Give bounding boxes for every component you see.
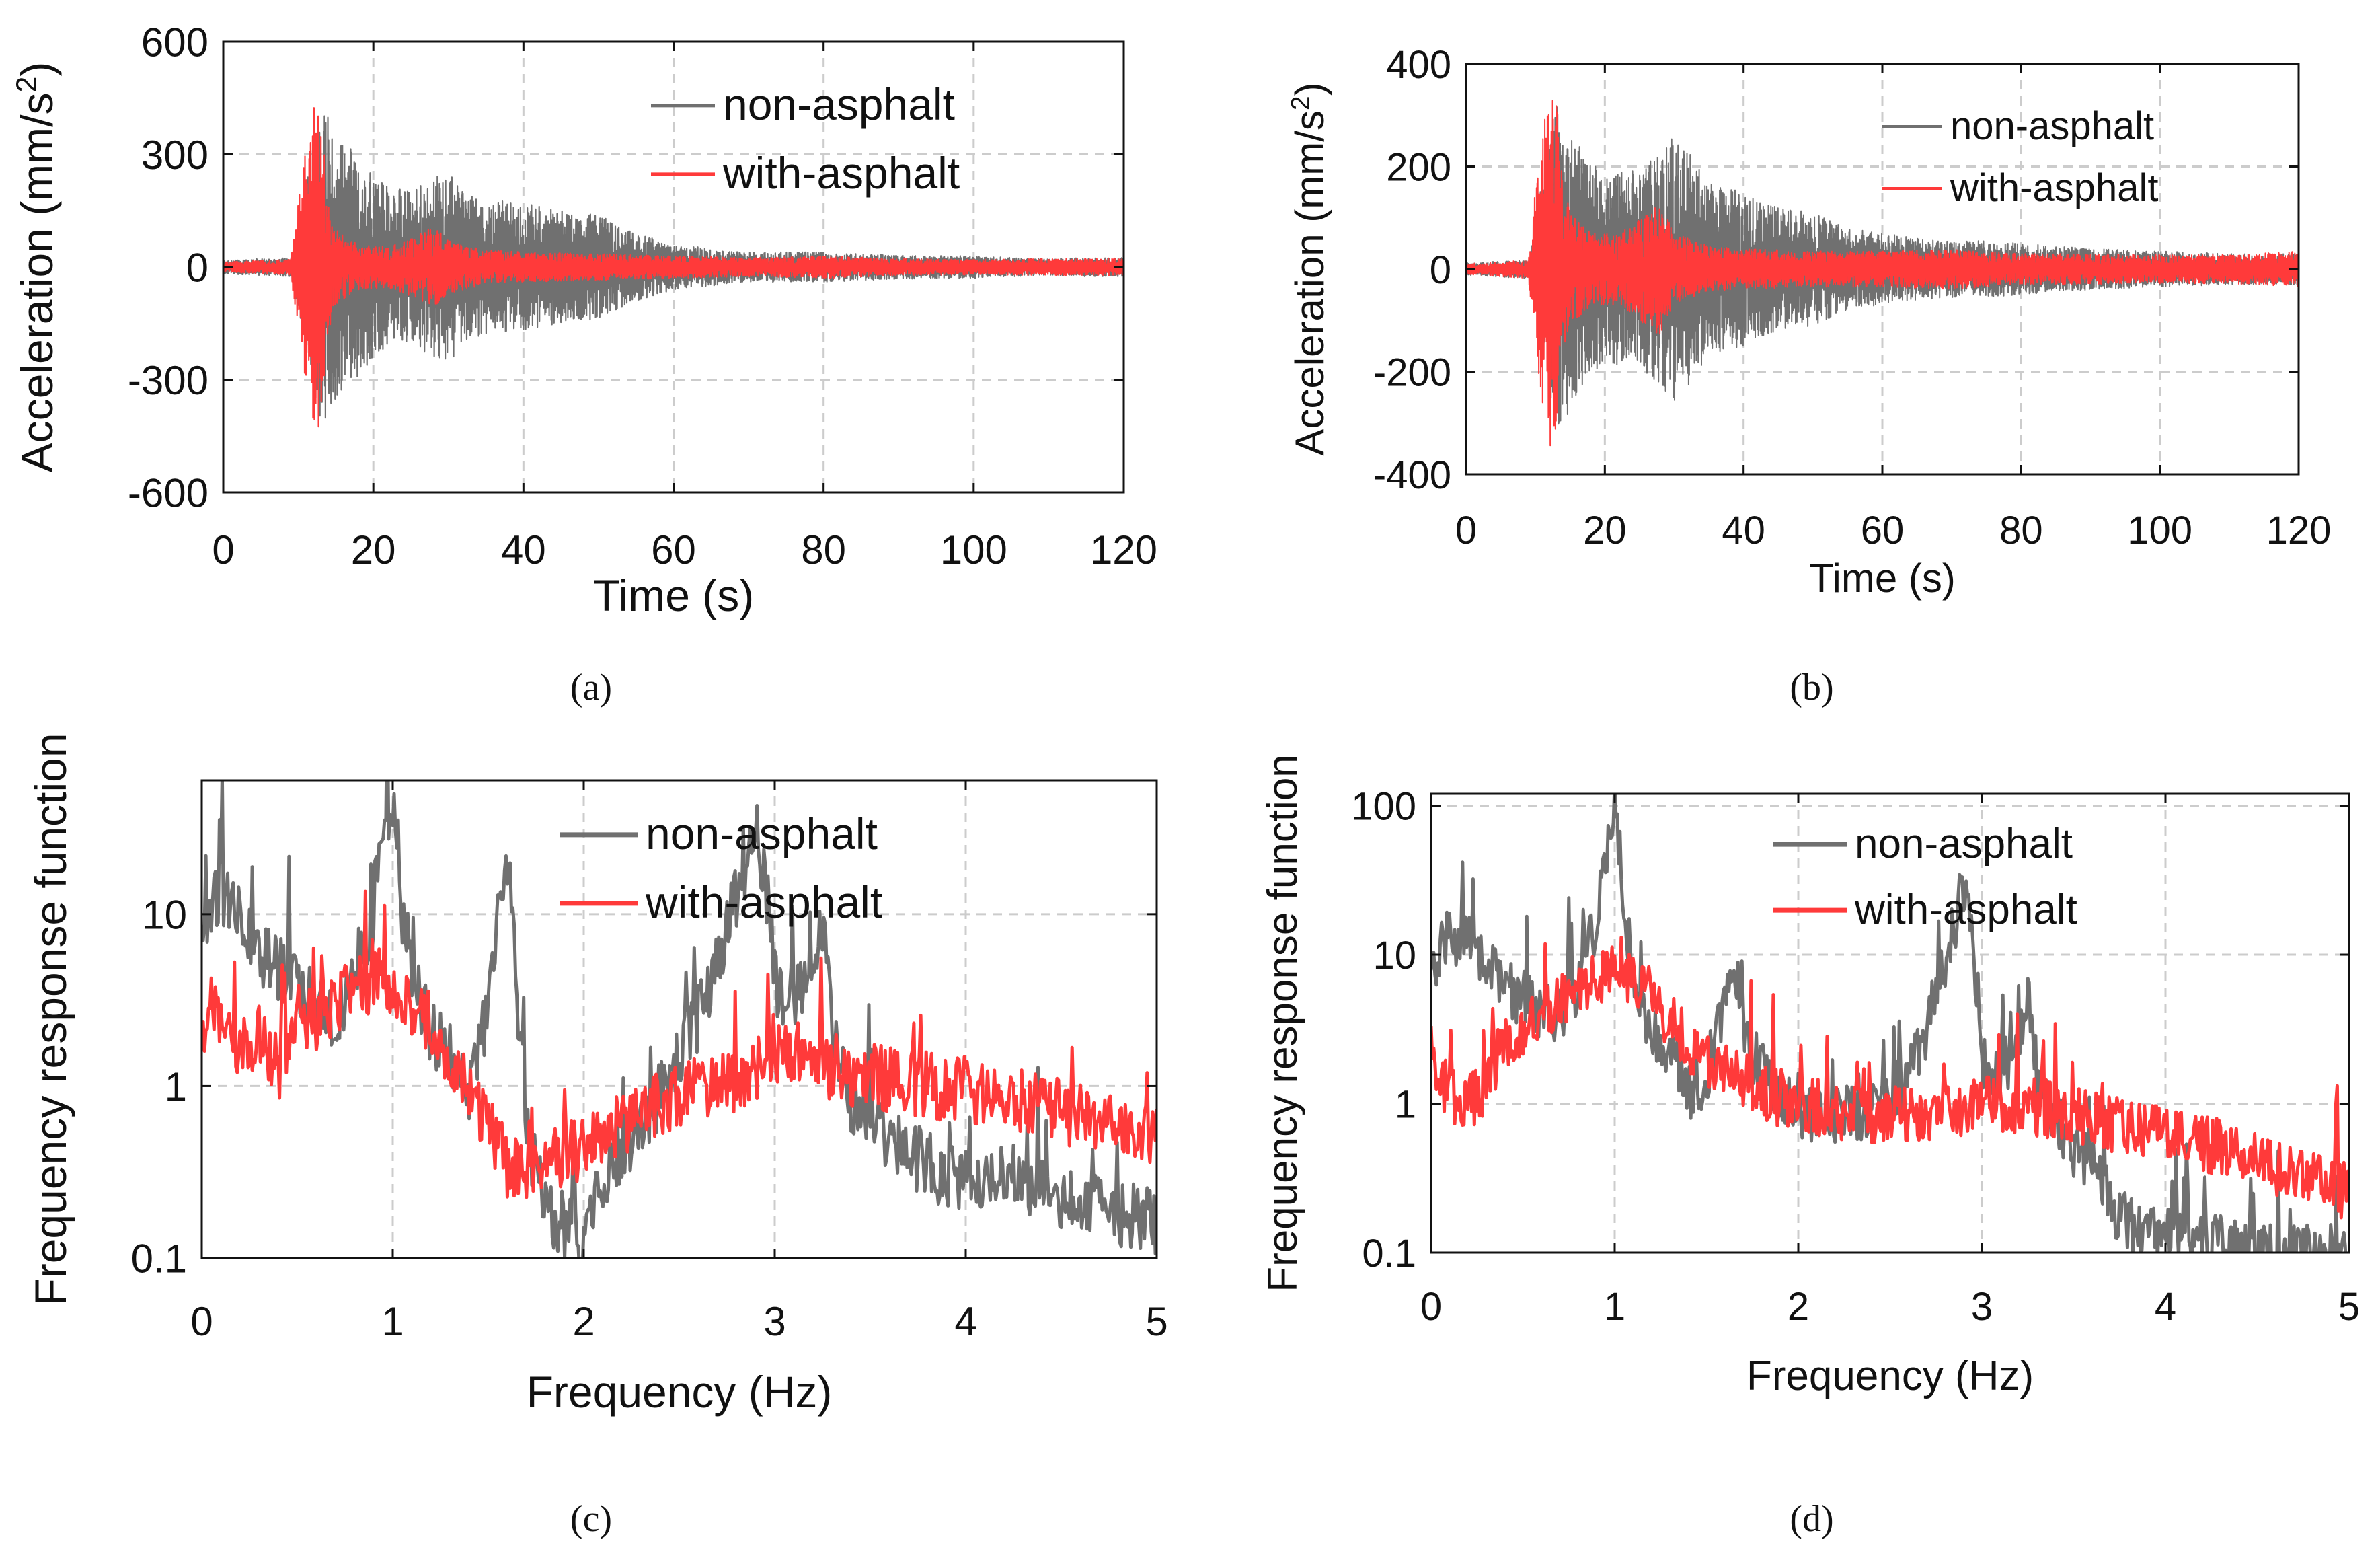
y-axis-label-text: Frequency response function bbox=[1260, 754, 1306, 1292]
legend-label-with-asphalt: with-asphalt bbox=[645, 877, 882, 927]
legend-label-with-asphalt: with-asphalt bbox=[722, 148, 960, 198]
series-layer bbox=[223, 107, 1124, 428]
caption-d: (d) bbox=[1790, 1498, 1833, 1540]
x-tick-label: 2 bbox=[1788, 1285, 1809, 1329]
x-tick-label: 40 bbox=[501, 527, 546, 572]
x-axis-label: Time (s) bbox=[593, 570, 755, 620]
x-tick-label: 20 bbox=[1583, 509, 1627, 552]
y-tick-label: 600 bbox=[141, 20, 208, 65]
caption-b: (b) bbox=[1790, 667, 1833, 708]
y-axis-label-text: Acceleration (mm/s bbox=[12, 93, 62, 473]
y-tick-label: -400 bbox=[1373, 453, 1451, 497]
y-tick-label: 0 bbox=[186, 246, 208, 291]
panel-c: 0 1 2 3 4 5 0.1 1 10 Frequency (Hz) Frequency resp… bbox=[26, 733, 1168, 1417]
legend: non-asphalt with-asphalt bbox=[1882, 104, 2158, 210]
x-tick-label: 5 bbox=[2338, 1285, 2360, 1329]
legend: non-asphalt with-asphalt bbox=[1773, 821, 2077, 933]
y-axis-label-end: ) bbox=[1287, 82, 1332, 96]
x-tick-label: 40 bbox=[1722, 509, 1765, 552]
legend-label-non-asphalt: non-asphalt bbox=[1855, 821, 2073, 867]
series-with-asphalt-line bbox=[1431, 936, 2349, 1220]
legend-label-with-asphalt: with-asphalt bbox=[1950, 166, 2158, 210]
x-axis-label: Frequency (Hz) bbox=[527, 1367, 833, 1417]
legend-label-non-asphalt: non-asphalt bbox=[1950, 104, 2154, 148]
series-with-asphalt-line bbox=[1466, 100, 2299, 447]
y-axis-label: Frequency response function bbox=[1260, 754, 1306, 1292]
x-tick-label: 3 bbox=[1971, 1285, 1993, 1329]
x-tick-label: 60 bbox=[1861, 509, 1905, 552]
caption-c: (c) bbox=[570, 1498, 612, 1540]
x-tick-label: 80 bbox=[1999, 509, 2043, 552]
y-tick-label: 10 bbox=[1373, 934, 1416, 977]
panel-a: 0 20 40 60 80 100 120 -600 -300 0 300 600 Time (s) Ac… bbox=[11, 20, 1157, 620]
y-axis-label: Frequency response function bbox=[26, 733, 75, 1305]
y-tick-label: 0 bbox=[1430, 248, 1451, 292]
series-layer bbox=[1431, 794, 2349, 1253]
y-axis-label: Acceleration (mm/s2) bbox=[11, 62, 62, 473]
x-tick-label: 20 bbox=[351, 527, 396, 572]
y-tick-label: -600 bbox=[128, 471, 208, 516]
series-layer bbox=[202, 780, 1157, 1258]
x-axis-label: Frequency (Hz) bbox=[1746, 1353, 2034, 1399]
panel-d: 0 1 2 3 4 5 0.1 1 10 100 Frequency (Hz) Frequency r… bbox=[1260, 754, 2360, 1399]
y-axis-label-text: Acceleration (mm/s bbox=[1287, 110, 1332, 455]
y-axis-label-end: ) bbox=[12, 62, 62, 77]
series-non-asphalt-line bbox=[202, 780, 1157, 1258]
x-tick-label: 4 bbox=[2155, 1285, 2176, 1329]
legend: non-asphalt with-asphalt bbox=[651, 79, 960, 198]
x-tick-label: 3 bbox=[763, 1299, 785, 1344]
x-axis-label: Time (s) bbox=[1809, 556, 1956, 601]
x-tick-label: 0 bbox=[212, 527, 234, 572]
x-tick-label: 0 bbox=[190, 1299, 213, 1344]
x-tick-label: 5 bbox=[1145, 1299, 1167, 1344]
y-tick-label: 10 bbox=[142, 892, 187, 937]
x-tick-label: 0 bbox=[1420, 1285, 1442, 1329]
y-axis-label: Acceleration (mm/s2) bbox=[1287, 82, 1333, 455]
series-with-asphalt-line bbox=[223, 107, 1124, 428]
legend: non-asphalt with-asphalt bbox=[560, 809, 882, 927]
y-tick-label: 100 bbox=[1351, 784, 1416, 828]
plot-frame bbox=[200, 779, 1158, 1259]
grid bbox=[1466, 64, 2299, 474]
x-tick-label: 120 bbox=[2266, 509, 2332, 552]
legend-label-with-asphalt: with-asphalt bbox=[1854, 887, 2077, 933]
x-tick-label: 1 bbox=[1604, 1285, 1625, 1329]
x-tick-label: 100 bbox=[2127, 509, 2192, 552]
legend-label-non-asphalt: non-asphalt bbox=[646, 809, 878, 858]
series-with-asphalt-line bbox=[202, 889, 1157, 1199]
y-tick-label: 200 bbox=[1386, 145, 1451, 189]
legend-label-non-asphalt: non-asphalt bbox=[723, 79, 955, 129]
y-tick-label: 0.1 bbox=[131, 1236, 187, 1282]
plot-frame bbox=[1430, 792, 2350, 1254]
x-tick-label: 100 bbox=[940, 527, 1007, 572]
y-axis-label-text: Frequency response function bbox=[26, 733, 75, 1305]
x-tick-label: 60 bbox=[651, 527, 696, 572]
y-tick-label: 0.1 bbox=[1362, 1232, 1416, 1275]
y-tick-label: 1 bbox=[165, 1064, 187, 1109]
x-tick-label: 120 bbox=[1090, 527, 1157, 572]
panel-b: 0 20 40 60 80 100 120 -400 -200 0 200 400 Time (s) Ac… bbox=[1287, 43, 2332, 601]
y-tick-label: 400 bbox=[1386, 43, 1451, 87]
x-tick-label: 80 bbox=[801, 527, 846, 572]
y-axis-label-superscript: 2 bbox=[1287, 96, 1315, 110]
y-tick-label: 1 bbox=[1395, 1082, 1416, 1126]
x-tick-label: 1 bbox=[381, 1299, 404, 1344]
y-tick-label: -300 bbox=[128, 358, 208, 403]
y-tick-label: 300 bbox=[141, 133, 208, 178]
y-tick-label: -200 bbox=[1373, 350, 1451, 394]
x-tick-label: 2 bbox=[572, 1299, 594, 1344]
y-axis-label-superscript: 2 bbox=[11, 77, 43, 93]
caption-a: (a) bbox=[570, 667, 612, 708]
x-tick-label: 0 bbox=[1455, 509, 1477, 552]
series-layer bbox=[1466, 100, 2299, 447]
x-tick-label: 4 bbox=[954, 1299, 976, 1344]
